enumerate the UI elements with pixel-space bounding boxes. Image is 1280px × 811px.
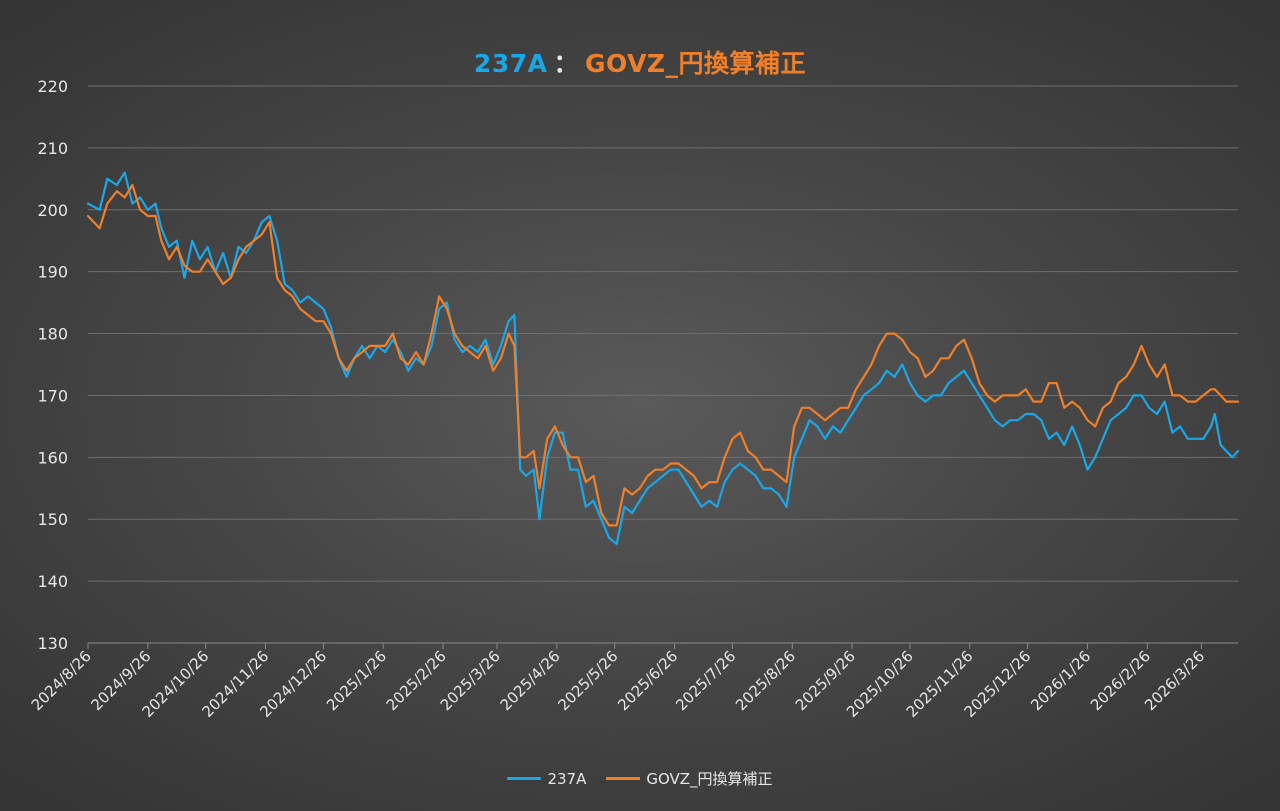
- x-tick-label-11: 2025/7/26: [672, 647, 739, 714]
- y-tick-label-180: 180: [37, 325, 68, 344]
- y-tick-label-200: 200: [37, 201, 68, 220]
- y-tick-label-130: 130: [37, 634, 68, 653]
- legend-swatch-govz: [606, 777, 641, 780]
- x-tick-label-9: 2025/5/26: [554, 647, 621, 714]
- y-tick-label-170: 170: [37, 386, 68, 405]
- series-line-237a: [86, 171, 1240, 546]
- legend: 237A GOVZ_円換算補正: [0, 768, 1280, 789]
- title-part-govz: GOVZ_円換算補正: [584, 49, 807, 78]
- chart-title: 237A： GOVZ_円換算補正: [0, 44, 1280, 80]
- series-line-govz: [86, 183, 1240, 527]
- y-tick-label-210: 210: [37, 139, 68, 158]
- title-part-237a: 237A: [473, 49, 548, 78]
- x-tick-label-17: 2026/1/26: [1027, 647, 1094, 714]
- legend-label-govz: GOVZ_円換算補正: [646, 770, 773, 788]
- y-tick-label-140: 140: [37, 572, 68, 591]
- x-tick-label-8: 2025/4/26: [497, 647, 564, 714]
- y-tick-label-220: 220: [37, 77, 68, 96]
- y-tick-label-160: 160: [37, 448, 68, 467]
- title-separator: ：: [553, 49, 579, 78]
- y-tick-label-150: 150: [37, 510, 68, 529]
- x-tick-label-0: 2024/8/26: [28, 647, 95, 714]
- x-tick-label-10: 2025/6/26: [614, 647, 681, 714]
- legend-item-237a: 237A: [507, 770, 586, 788]
- x-tick-label-5: 2025/1/26: [323, 647, 390, 714]
- legend-label-237a: 237A: [547, 769, 587, 788]
- legend-item-govz: GOVZ_円換算補正: [606, 768, 773, 789]
- legend-swatch-237a: [507, 777, 542, 780]
- y-tick-label-190: 190: [37, 263, 68, 282]
- x-tick-label-12: 2025/8/26: [732, 647, 799, 714]
